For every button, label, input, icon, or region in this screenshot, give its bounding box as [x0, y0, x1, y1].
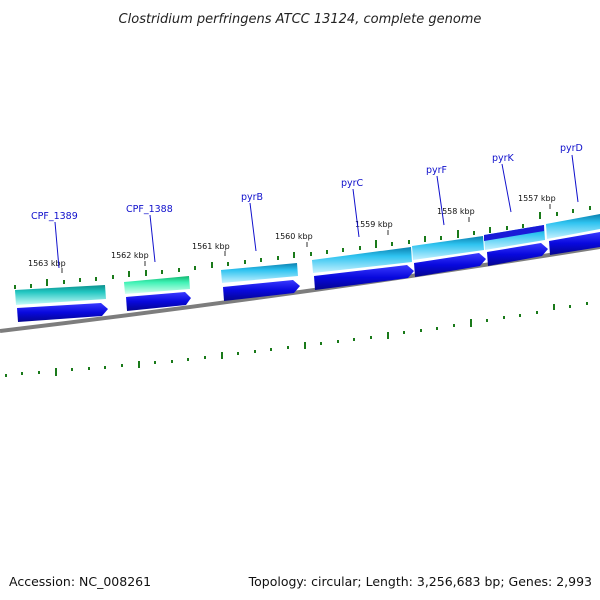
kbp-label: 1558 kbp: [437, 207, 475, 216]
gene-label[interactable]: pyrF: [426, 165, 447, 176]
gene-pyrd[interactable]: [546, 214, 600, 239]
topology-text: Topology: circular; Length: 3,256,683 bp…: [248, 574, 592, 589]
gene-name-labels: CPF_1389 CPF_1388 pyrB pyrC pyrF pyrK py…: [31, 143, 583, 269]
kbp-label: 1557 kbp: [518, 194, 556, 203]
gc-ticks-bottom: [5, 302, 588, 377]
kbp-label: 1560 kbp: [275, 232, 313, 241]
gene-label[interactable]: CPF_1389: [31, 211, 78, 222]
cds-arrow-6[interactable]: [487, 243, 548, 266]
kbp-label: 1559 kbp: [355, 220, 393, 229]
gene-cpf1389[interactable]: [15, 285, 106, 305]
gene-label[interactable]: pyrK: [492, 153, 515, 164]
gene-pyrf[interactable]: [412, 236, 484, 260]
map-title: Clostridium perfringens ATCC 13124, comp…: [119, 12, 482, 27]
gene-cpf1388[interactable]: [124, 276, 190, 294]
cds-arrows: [17, 232, 600, 322]
kbp-label: 1561 kbp: [192, 242, 230, 251]
gene-pyrc[interactable]: [312, 247, 412, 273]
accession-text: Accession: NC_008261: [9, 574, 152, 589]
cds-arrow-5[interactable]: [414, 253, 486, 277]
cds-arrow-3[interactable]: [223, 280, 300, 301]
gene-label[interactable]: CPF_1388: [126, 204, 173, 215]
kbp-label: 1562 kbp: [111, 251, 149, 260]
gc-ticks-top: [14, 206, 591, 289]
gene-label[interactable]: pyrC: [341, 178, 364, 189]
gene-features: [15, 214, 600, 305]
kbp-label: 1563 kbp: [28, 259, 66, 268]
kbp-labels: 1563 kbp 1562 kbp 1561 kbp 1560 kbp 1559…: [28, 194, 556, 273]
gene-label[interactable]: pyrD: [560, 143, 583, 154]
cds-arrow-7[interactable]: [549, 232, 600, 255]
cds-arrow-4[interactable]: [314, 265, 414, 290]
cds-arrow-1[interactable]: [17, 303, 108, 322]
gene-pyrb[interactable]: [221, 263, 298, 283]
gene-label[interactable]: pyrB: [241, 192, 263, 203]
gene-pyrk-top: [484, 225, 544, 241]
cds-arrow-2[interactable]: [126, 292, 191, 311]
